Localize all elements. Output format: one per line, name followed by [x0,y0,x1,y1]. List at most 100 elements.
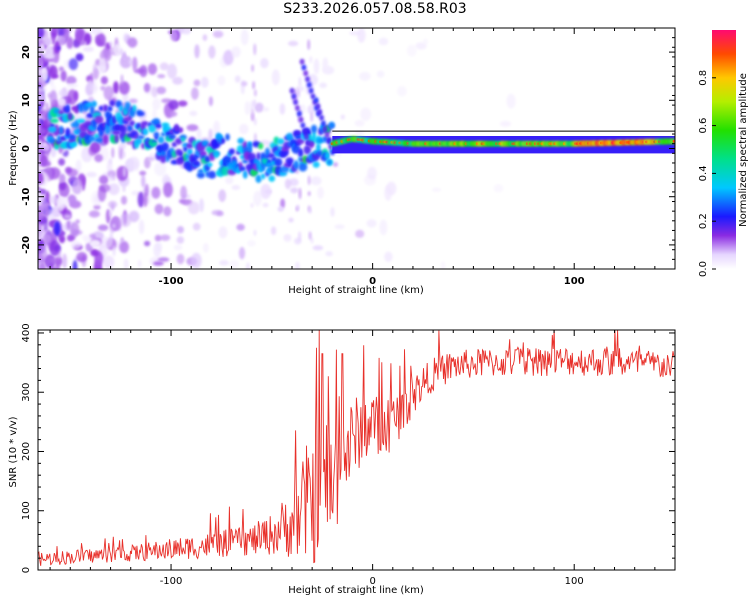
spectrogram-cell [307,175,311,186]
spectrogram-cell [99,183,111,193]
spectrogram-cell [160,234,171,241]
snr-plot-area [38,330,675,570]
spectrogram-cell [313,97,319,104]
spectrogram-cell [40,189,46,194]
spectrogram-cell [263,107,270,112]
spectrogram-cell [499,120,512,127]
spectrogram-cell [97,224,109,231]
spectrogram-cell [251,108,255,120]
spectrogram-cell [38,262,45,269]
spectrogram-cell [256,152,261,161]
spectrogram-cell [126,124,133,132]
spectrogram-cell [50,257,58,264]
spectrogram-cell [208,45,216,59]
spectrogram-cell [111,216,120,230]
spectrogram-cell [298,116,304,123]
spectrogram-cell [76,251,88,263]
spectrogram-cell [65,104,71,113]
spectrogram-cell [104,125,111,135]
spectrogram-cell [262,202,269,208]
spectrogram-cell [48,65,58,79]
chart-title: S233.2026.057.08.58.R03 [283,1,467,17]
spectrogram-cell [493,184,504,193]
spectrogram-cell [142,128,149,136]
spectrogram-cell [223,49,234,66]
snr-series-line [38,330,675,566]
spectrogram-cell [213,120,221,137]
colorbar-tick-label: 0.8 [698,70,709,86]
spectrogram-cell [119,213,132,228]
spectrogram-cell [50,118,59,124]
spectrogram-cell [153,131,160,137]
spectrogram-cell [310,112,314,122]
spectrogram-cell [309,56,313,64]
spectrogram-cell [76,118,86,124]
spectrogram-cell [203,242,209,253]
spectrogram-cell [72,260,78,269]
spectrogram-cell [56,45,61,51]
spectrogram-cell [103,85,115,101]
spectrogram-cell [38,196,42,202]
spectrogram-cell [66,234,75,242]
spectrogram-cell [301,64,307,71]
spectrogram-cell [244,101,251,116]
spectrogram-cell [53,221,61,236]
spectrogram-cell [139,65,148,78]
spectrogram-cell [129,120,136,127]
spectrogram-cell [423,38,428,45]
spectrogram-cell [252,81,256,90]
spectrogram-cell [288,217,294,223]
spectrogram-cell [310,176,322,186]
spectrogram-cell [229,260,239,269]
x-tick-label: 0 [369,576,375,587]
spectrogram-cell [109,40,113,47]
y-tick-label: 200 [21,442,32,461]
spectrogram-cell [277,206,284,212]
spectrogram-cell [340,114,345,120]
spectrogram-cell [295,169,299,174]
spectrogram-cell [39,100,44,108]
x-tick-label: 100 [564,276,585,287]
spectrogram-cell [135,138,143,145]
spectrogram-cell [506,93,516,109]
spectrogram-cell [440,261,446,269]
spectrogram-cell [142,192,148,207]
spectrogram-cell [296,86,300,97]
spectrogram-cell [65,166,72,174]
spectrogram-cell [253,89,257,97]
spectrogram-cell [239,123,249,135]
spectrogram-cell [139,170,147,176]
spectrogram-cell [90,28,102,36]
spectrogram-cell [280,198,286,209]
spectrogram-cell [157,257,170,262]
spectrogram-cell [310,124,318,134]
spectrogram-cell [120,195,128,205]
spectrogram-cell [168,99,179,110]
spectrogram-cell [92,79,98,95]
colorbar-tick-label: 0.6 [698,118,709,134]
y-tick-label: 400 [21,323,32,342]
spectrogram-cell [118,81,130,95]
spectrogram-cell [217,75,226,86]
spectrogram-cell [289,87,295,94]
spectrogram-cell [87,79,93,91]
spectrogram-cell [178,100,188,107]
spectrogram-cell [271,69,280,86]
spectrogram-cell [327,159,332,166]
y-tick-label: 20 [21,45,32,59]
spectrogram-cell [242,170,248,179]
spectrogram-cell [94,115,104,124]
spectrogram-cell [67,89,78,106]
spectrogram-cell [199,151,207,156]
spectrogram-cell [101,236,113,249]
spectrogram-cell [75,29,88,46]
x-tick-label: -100 [160,576,183,587]
spectrogram-cell [254,102,264,113]
y-tick-label: -10 [21,188,32,206]
spectrogram-cell [75,219,80,224]
spectrogram-cell [58,182,70,198]
spectrogram-cell [101,246,110,256]
spectrogram-cell [177,226,184,234]
spectrogram-cell [397,85,407,97]
